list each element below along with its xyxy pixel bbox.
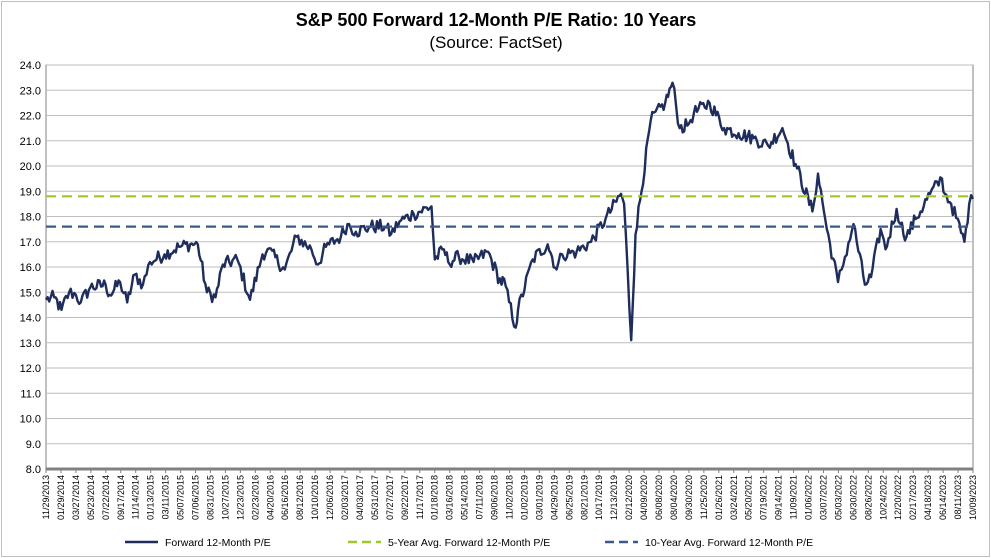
series-layer [44, 81, 975, 342]
x-tick-label: 12/23/2015 [235, 475, 245, 520]
x-tick-label: 09/30/2020 [684, 475, 694, 520]
y-tick-label: 9.0 [26, 439, 41, 451]
x-tick-label: 08/26/2022 [863, 475, 873, 520]
x-tick-label: 11/14/2014 [131, 475, 141, 519]
x-tick-label: 09/17/2014 [116, 475, 126, 520]
x-tick-label: 09/06/2018 [490, 475, 500, 520]
x-tick-label: 07/27/2017 [385, 475, 395, 520]
chart-subtitle: (Source: FactSet) [429, 33, 562, 52]
x-tick-label: 01/18/2018 [430, 475, 440, 520]
y-tick-label: 23.0 [20, 85, 41, 97]
chart-title: S&P 500 Forward 12-Month P/E Ratio: 10 Y… [296, 10, 696, 30]
x-tick-label: 03/16/2018 [445, 475, 455, 520]
x-tick-label: 06/08/2020 [654, 475, 664, 520]
x-tick-label: 12/06/2016 [325, 475, 335, 520]
x-tick-label: 04/29/2019 [549, 475, 559, 520]
y-tick-label: 22.0 [20, 111, 41, 123]
y-axis: 8.0 9.0 10.0 11.0 12.0 13.0 14.0 15.0 16.0 17.0 18… [20, 60, 41, 476]
x-tick-label: 08/11/2023 [953, 475, 963, 519]
series-line-forward-pe [44, 81, 975, 342]
x-tick-label: 12/13/2019 [609, 475, 619, 520]
x-tick-label: 05/23/2014 [86, 475, 96, 520]
x-tick-label: 01/26/2021 [714, 475, 724, 520]
x-tick-label: 05/14/2018 [460, 475, 470, 520]
x-tick-label: 01/13/2015 [146, 475, 156, 520]
x-tick-label: 10/17/2019 [594, 475, 604, 520]
x-tick-label: 08/04/2020 [669, 475, 679, 520]
y-tick-label: 8.0 [26, 464, 41, 476]
y-tick-label: 16.0 [20, 262, 41, 274]
x-axis: 11/29/2013 01/29/2014 03/27/2014 05/23/2014… [41, 467, 978, 520]
y-tick-label: 17.0 [20, 237, 41, 249]
y-tick-label: 11.0 [20, 388, 41, 400]
x-tick-label: 09/22/2017 [400, 475, 410, 520]
legend-label: 10-Year Avg. Forward 12-Month P/E [645, 537, 813, 549]
x-tick-label: 07/22/2014 [101, 475, 111, 520]
y-tick-label: 13.0 [20, 338, 41, 350]
legend-label: 5-Year Avg. Forward 12-Month P/E [388, 537, 550, 549]
y-tick-label: 21.0 [20, 136, 41, 148]
x-tick-label: 03/27/2014 [71, 475, 81, 520]
x-tick-label: 03/11/2015 [161, 475, 171, 519]
x-tick-label: 03/01/2019 [534, 475, 544, 520]
x-tick-label: 05/31/2017 [370, 475, 380, 520]
x-tick-label: 05/20/2021 [744, 475, 754, 520]
x-tick-label: 06/30/2022 [848, 475, 858, 520]
x-tick-label: 01/29/2014 [56, 475, 66, 520]
x-tick-label: 11/17/2017 [415, 475, 425, 519]
x-tick-label: 05/03/2022 [833, 475, 843, 520]
x-tick-label: 02/03/2017 [340, 475, 350, 520]
x-tick-label: 04/03/2017 [355, 475, 365, 520]
x-tick-label: 11/09/2021 [789, 475, 799, 519]
y-tick-label: 18.0 [20, 212, 41, 224]
x-tick-label: 02/12/2020 [624, 475, 634, 520]
x-tick-label: 01/02/2019 [519, 475, 529, 520]
x-tick-label: 01/06/2022 [804, 475, 814, 520]
x-tick-label: 04/18/2023 [923, 475, 933, 520]
x-tick-label: 10/09/2023 [968, 475, 978, 520]
x-tick-label: 03/07/2022 [818, 475, 828, 520]
y-tick-label: 24.0 [20, 60, 41, 72]
x-tick-label: 12/20/2022 [893, 475, 903, 520]
x-tick-label: 03/24/2021 [729, 475, 739, 520]
x-tick-label: 08/21/2019 [579, 475, 589, 520]
x-tick-label: 10/24/2022 [878, 475, 888, 520]
x-tick-label: 02/23/2016 [250, 475, 260, 520]
y-tick-label: 19.0 [20, 186, 41, 198]
x-tick-label: 11/29/2013 [41, 475, 51, 519]
y-tick-label: 15.0 [20, 287, 41, 299]
x-tick-label: 04/20/2016 [265, 475, 275, 520]
y-tick-label: 20.0 [20, 161, 41, 173]
x-tick-label: 05/07/2015 [176, 475, 186, 520]
x-tick-label: 11/25/2020 [699, 475, 709, 519]
x-tick-label: 07/11/2018 [475, 475, 485, 519]
x-tick-label: 10/27/2015 [220, 475, 230, 520]
x-tick-label: 09/14/2021 [774, 475, 784, 520]
x-tick-label: 04/09/2020 [639, 475, 649, 520]
x-tick-label: 11/02/2018 [505, 475, 515, 519]
x-tick-label: 07/06/2015 [191, 475, 201, 520]
x-tick-label: 06/25/2019 [564, 475, 574, 520]
legend: Forward 12-Month P/E 5-Year Avg. Forward … [125, 537, 813, 549]
x-tick-label: 08/31/2015 [205, 475, 215, 520]
x-tick-label: 07/19/2021 [759, 475, 769, 520]
legend-label: Forward 12-Month P/E [165, 537, 271, 549]
x-tick-label: 06/14/2023 [938, 475, 948, 520]
y-tick-label: 10.0 [20, 414, 41, 426]
gridlines [45, 64, 974, 470]
x-tick-label: 10/10/2016 [310, 475, 320, 520]
x-tick-label: 02/17/2023 [908, 475, 918, 520]
x-tick-label: 08/12/2016 [295, 475, 305, 520]
x-tick-label: 06/16/2016 [280, 475, 290, 520]
y-tick-label: 14.0 [20, 313, 41, 325]
y-tick-label: 12.0 [20, 363, 41, 375]
